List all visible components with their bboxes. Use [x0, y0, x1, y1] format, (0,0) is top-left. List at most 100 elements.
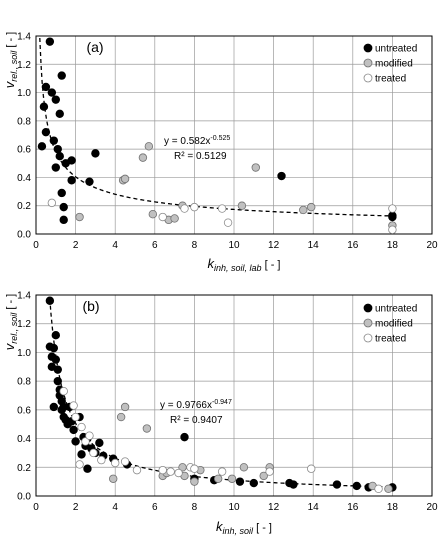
legend-label-untreated: untreated: [375, 304, 417, 315]
data-point-modified: [251, 163, 260, 172]
data-point-treated: [59, 386, 68, 396]
legend-label-treated: treated: [375, 334, 406, 345]
y-axis-label: vrel., soil [ - ]: [2, 294, 19, 350]
data-point-treated: [75, 460, 84, 469]
data-point-untreated: [67, 176, 76, 185]
data-point-modified: [138, 153, 148, 162]
data-point-untreated: [47, 88, 57, 97]
legend-marker-modified: [363, 318, 373, 328]
legend-marker-untreated: [363, 43, 373, 53]
legend-marker-modified: [363, 58, 373, 68]
panel-b: 0 2 4 6 8 10 12 14 16 18 20 0.0 0.2 0.4 0.6 0.8 1.0 1.2 1.…: [17, 291, 438, 514]
panel-a: 0 2 4 6 8 10 12 14 16 18 20 0.0 0.2 0.4 0.6 0.8 1.0 1.2 1.…: [17, 32, 438, 252]
x-tick-label: 8: [192, 502, 198, 513]
data-point-untreated: [332, 480, 342, 489]
x-tick-label: 10: [228, 502, 240, 513]
x-tick-label: 16: [347, 240, 359, 251]
data-point-untreated: [41, 127, 51, 137]
data-point-treated: [174, 468, 183, 478]
x-tick-label: 0: [33, 240, 39, 251]
data-point-treated: [180, 204, 189, 213]
data-point-treated: [81, 437, 90, 446]
x-tick-label: 18: [387, 502, 399, 513]
x-tick-label: 16: [347, 502, 359, 513]
data-point-treated: [158, 212, 167, 222]
x-tick-label: 10: [228, 240, 240, 251]
y-tick-label: 1.0: [17, 348, 31, 359]
data-point-modified: [142, 424, 152, 433]
y-tick-label: 1.2: [17, 319, 31, 330]
data-point-treated: [190, 202, 199, 212]
data-point-modified: [148, 209, 158, 219]
x-tick-label: 0: [33, 502, 39, 513]
data-point-untreated: [289, 480, 298, 489]
y-tick-label: 1.4: [17, 32, 31, 43]
data-point-untreated: [45, 296, 55, 305]
data-point-untreated: [180, 432, 189, 442]
y-tick-label: 0.0: [17, 492, 31, 503]
x-tick-label: 20: [426, 502, 438, 513]
data-point-untreated: [57, 188, 66, 198]
data-point-untreated: [51, 95, 60, 104]
data-point-modified: [75, 212, 84, 222]
legend-marker-treated: [363, 73, 373, 83]
data-point-untreated: [57, 71, 66, 80]
fit-equation: y = 0.582x-0.525: [164, 135, 230, 147]
data-point-treated: [223, 218, 233, 227]
data-point-untreated: [235, 477, 245, 486]
data-point-untreated: [53, 376, 62, 386]
data-point-untreated: [77, 450, 86, 459]
data-point-treated: [110, 458, 120, 468]
data-point-treated: [166, 467, 175, 476]
plot-frame: [35, 294, 433, 497]
data-point-untreated: [59, 202, 68, 212]
x-tick-label: 4: [112, 240, 118, 251]
data-point-untreated: [352, 481, 361, 491]
data-point-untreated: [51, 355, 60, 364]
data-point-untreated: [249, 478, 258, 488]
data-point-treated: [388, 204, 397, 213]
y-tick-label: 0.4: [17, 434, 31, 445]
data-point-untreated: [91, 149, 100, 158]
legend-marker-treated: [363, 333, 373, 343]
data-point-modified: [239, 463, 249, 472]
data-point-modified: [237, 201, 247, 210]
y-tick-label: 0.6: [17, 405, 31, 416]
data-point-untreated: [95, 438, 104, 448]
legend-label-untreated: untreated: [375, 44, 417, 55]
legend-marker-untreated: [363, 303, 373, 313]
x-tick-label: 20: [426, 240, 438, 251]
data-point-untreated: [59, 215, 68, 225]
data-point-modified: [213, 474, 223, 483]
y-tick-label: 0.2: [17, 463, 31, 474]
data-point-untreated: [55, 109, 64, 118]
data-point-untreated: [53, 365, 62, 374]
legend-label-treated: treated: [375, 74, 406, 85]
data-point-modified: [120, 402, 130, 412]
data-point-treated: [132, 465, 142, 475]
data-point-treated: [47, 198, 57, 208]
data-point-treated: [388, 225, 397, 234]
data-point-treated: [77, 422, 86, 432]
x-tick-label: 2: [73, 240, 79, 251]
data-point-treated: [158, 465, 167, 475]
x-axis-label: kinh, soil, lab [ - ]: [208, 256, 281, 273]
x-tick-label: 12: [268, 502, 280, 513]
x-tick-label: 2: [73, 502, 79, 513]
data-point-modified: [120, 174, 130, 184]
data-point-untreated: [41, 82, 51, 92]
fit-equation: y = 0.9766x-0.947: [160, 399, 232, 411]
data-point-treated: [97, 455, 106, 465]
fit-r-squared: R² = 0.9407: [170, 415, 223, 426]
data-point-untreated: [83, 464, 92, 473]
data-point-modified: [144, 142, 154, 151]
data-point-modified: [259, 471, 268, 481]
fit-r-squared: R² = 0.5129: [174, 151, 227, 162]
y-axis-label: vrel., soil [ - ]: [2, 32, 19, 88]
panel-label: (b): [82, 298, 99, 314]
data-point-modified: [170, 214, 179, 223]
data-point-modified: [227, 474, 237, 483]
data-point-modified: [190, 477, 199, 486]
data-point-untreated: [45, 37, 55, 46]
data-point-modified: [384, 484, 393, 494]
